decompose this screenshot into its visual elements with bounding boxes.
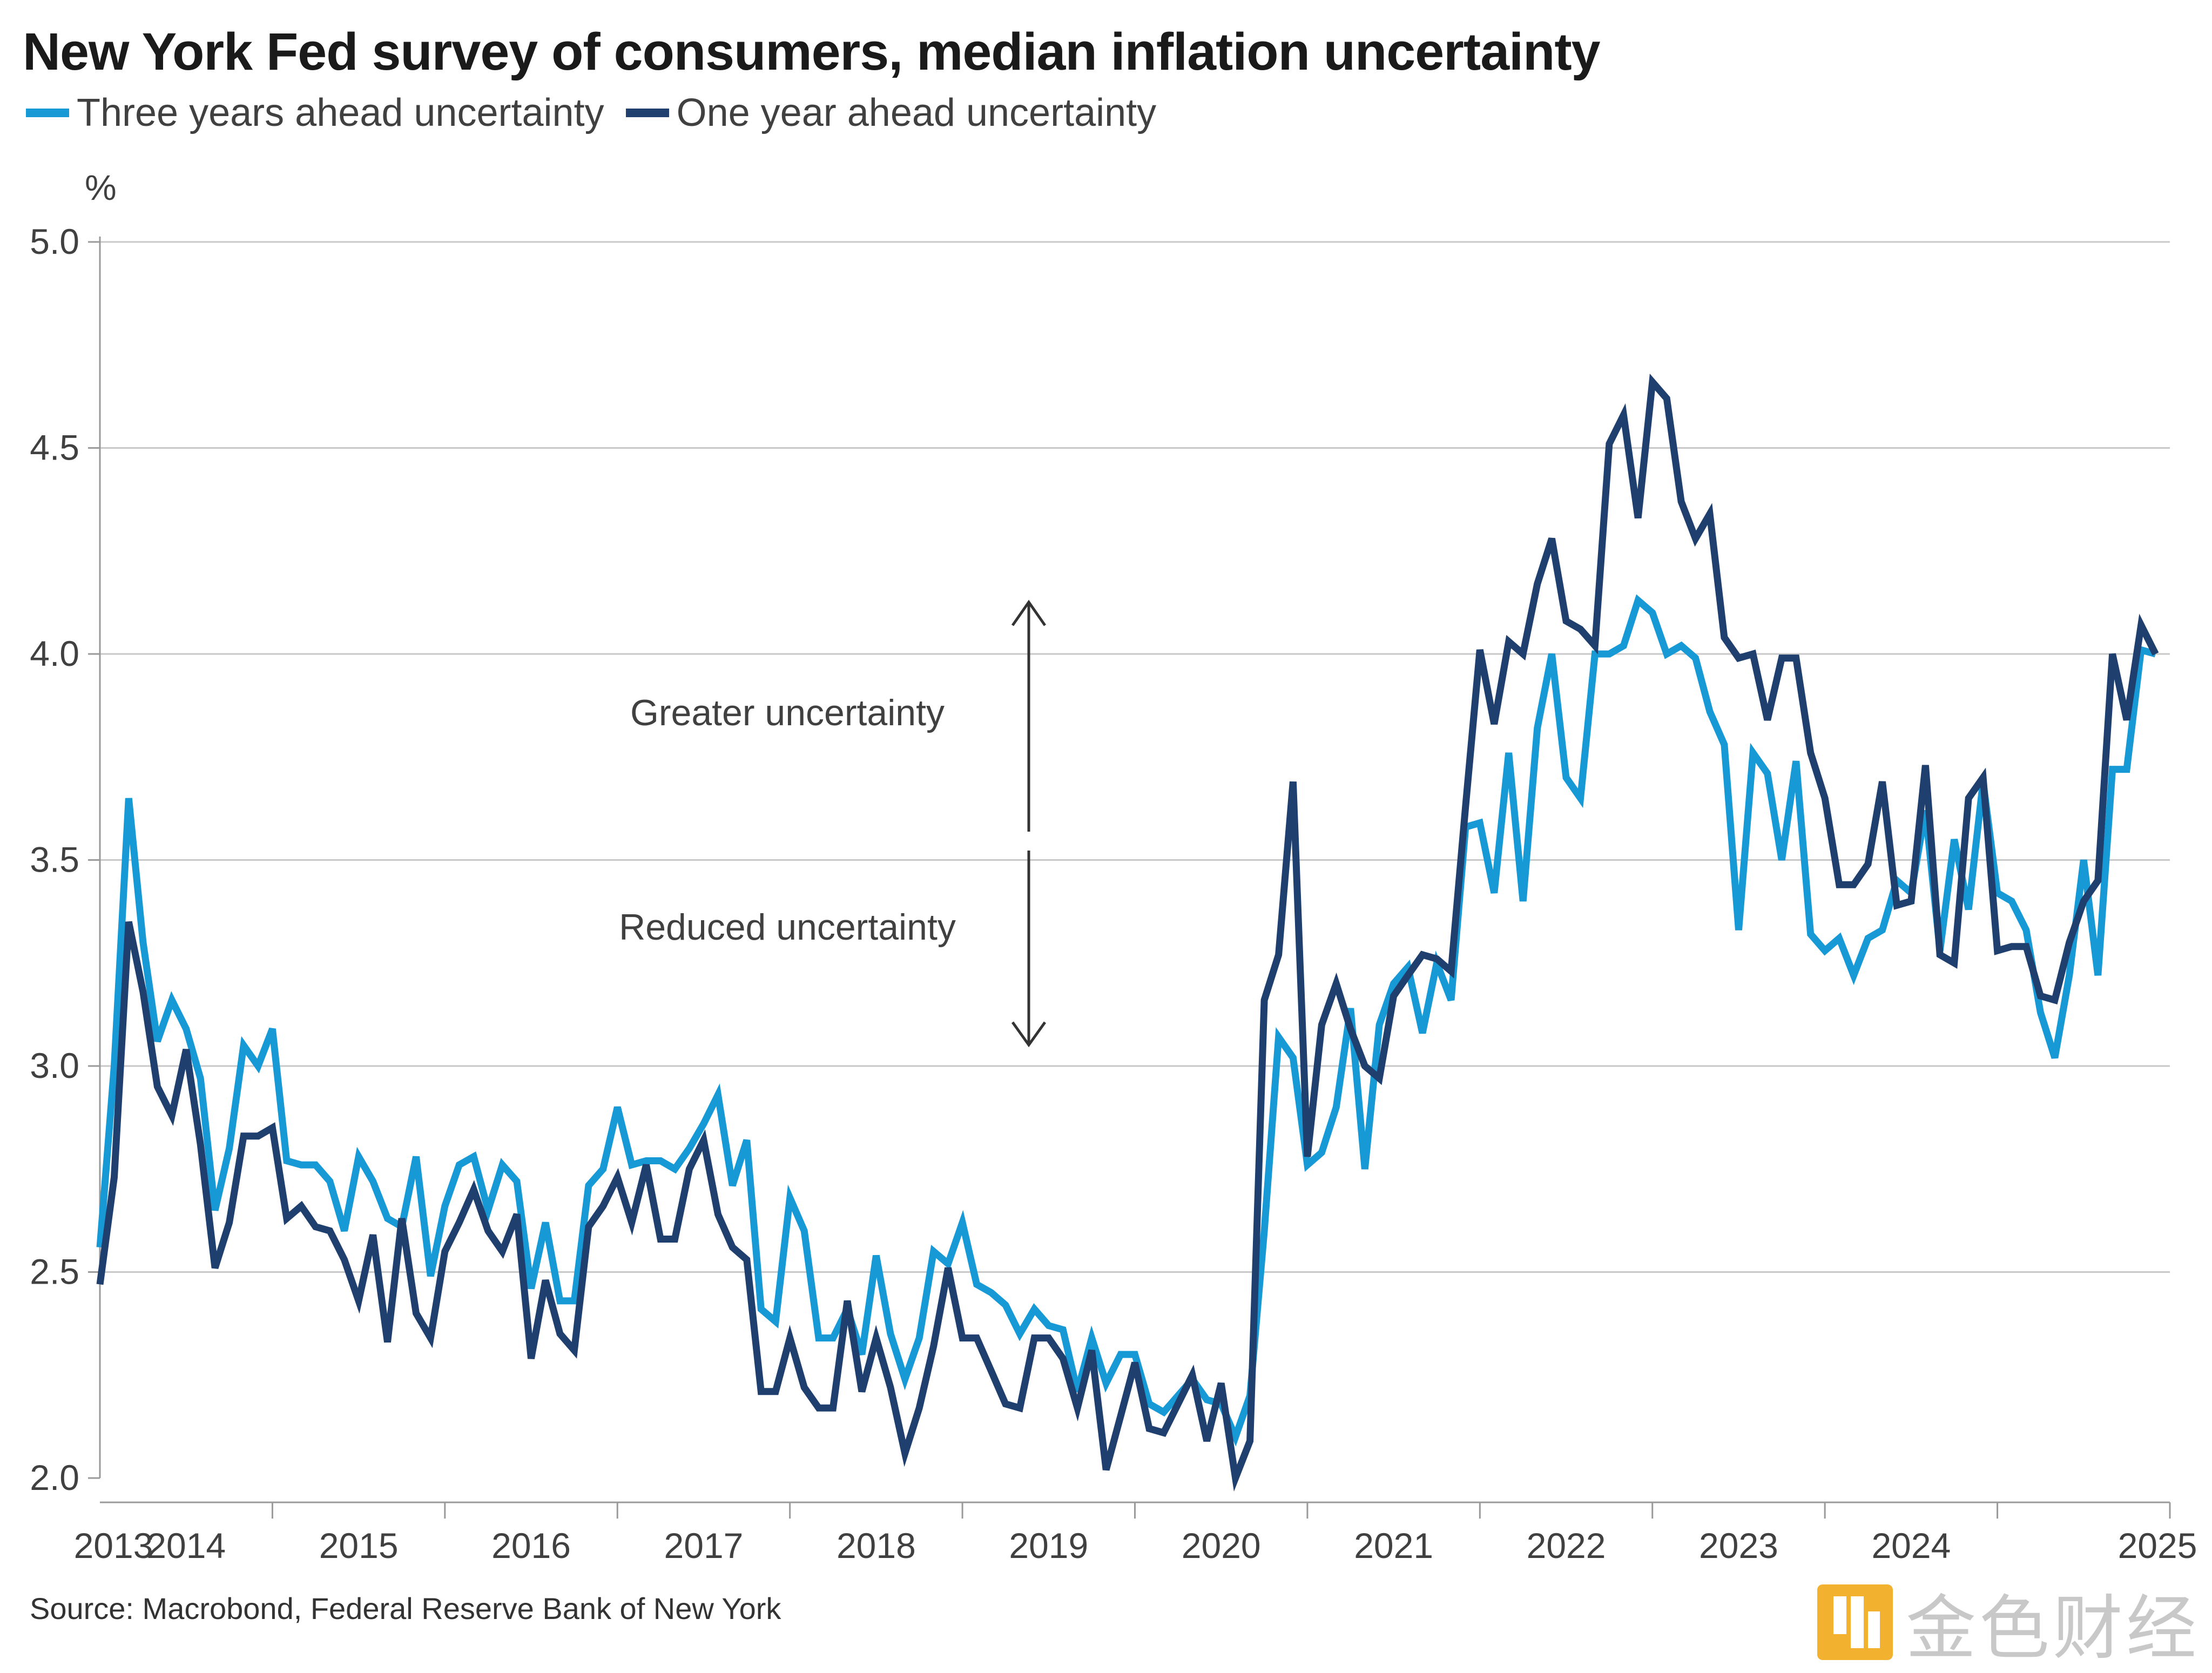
x-tick-label: 2021 bbox=[1354, 1526, 1433, 1566]
x-tick-label: 2017 bbox=[664, 1526, 744, 1566]
annotation-greater: Greater uncertainty bbox=[630, 692, 945, 733]
annotation-reduced: Reduced uncertainty bbox=[619, 907, 956, 948]
watermark-text: 金色财经 bbox=[1906, 1587, 2200, 1669]
legend-label-three-year: Three years ahead uncertainty bbox=[77, 91, 604, 134]
x-tick-label: 2025 bbox=[2118, 1526, 2197, 1566]
chart-title: New York Fed survey of consumers, median… bbox=[23, 22, 1601, 81]
x-tick-label: 2014 bbox=[146, 1526, 226, 1566]
y-tick-label: 4.5 bbox=[30, 428, 79, 468]
y-tick-label: 3.5 bbox=[30, 840, 79, 880]
x-tick-label: 2016 bbox=[491, 1526, 571, 1566]
legend-swatch-three-year bbox=[26, 109, 69, 117]
legend: Three years ahead uncertainty One year a… bbox=[26, 91, 1178, 135]
x-tick-label: 2015 bbox=[319, 1526, 399, 1566]
y-tick-label: 5.0 bbox=[30, 221, 79, 261]
watermark: 金色财经 bbox=[1817, 1571, 2200, 1673]
legend-label-one-year: One year ahead uncertainty bbox=[676, 91, 1157, 134]
x-tick-label: 2018 bbox=[837, 1526, 916, 1566]
x-tick-label: 2022 bbox=[1527, 1526, 1606, 1566]
x-tick-label: 2019 bbox=[1009, 1526, 1088, 1566]
source-note: Source: Macrobond, Federal Reserve Bank … bbox=[30, 1591, 781, 1625]
legend-swatch-one-year bbox=[625, 109, 669, 117]
legend-item-three-year: Three years ahead uncertainty bbox=[26, 91, 604, 135]
y-axis: 2.0 2.5 3.0 3.5 4.0 4.5 5.0% bbox=[30, 167, 116, 1497]
gridlines bbox=[100, 241, 2170, 1273]
y-tick-label: 4.0 bbox=[30, 633, 79, 673]
annotations: Greater uncertainty Reduced uncertainty bbox=[619, 599, 1047, 1048]
series-lines bbox=[96, 373, 2159, 1492]
x-tick-label: 2020 bbox=[1182, 1526, 1261, 1566]
y-tick-label: 2.0 bbox=[30, 1458, 79, 1497]
series-line-three-year bbox=[96, 594, 2157, 1447]
x-tick-label: 2013 bbox=[74, 1526, 153, 1566]
legend-item-one-year: One year ahead uncertainty bbox=[625, 91, 1157, 135]
watermark-logo-icon bbox=[1817, 1584, 1893, 1660]
y-tick-label: 3.0 bbox=[30, 1045, 79, 1085]
y-tick-label: 2.5 bbox=[30, 1252, 79, 1292]
x-tick-label: 2024 bbox=[1871, 1526, 1951, 1566]
y-axis-label: % bbox=[85, 167, 117, 207]
arrow-down-head bbox=[1011, 1021, 1047, 1048]
series-line-one-year bbox=[96, 373, 2159, 1492]
x-tick-label: 2023 bbox=[1699, 1526, 1778, 1566]
arrow-up-head bbox=[1011, 599, 1047, 626]
